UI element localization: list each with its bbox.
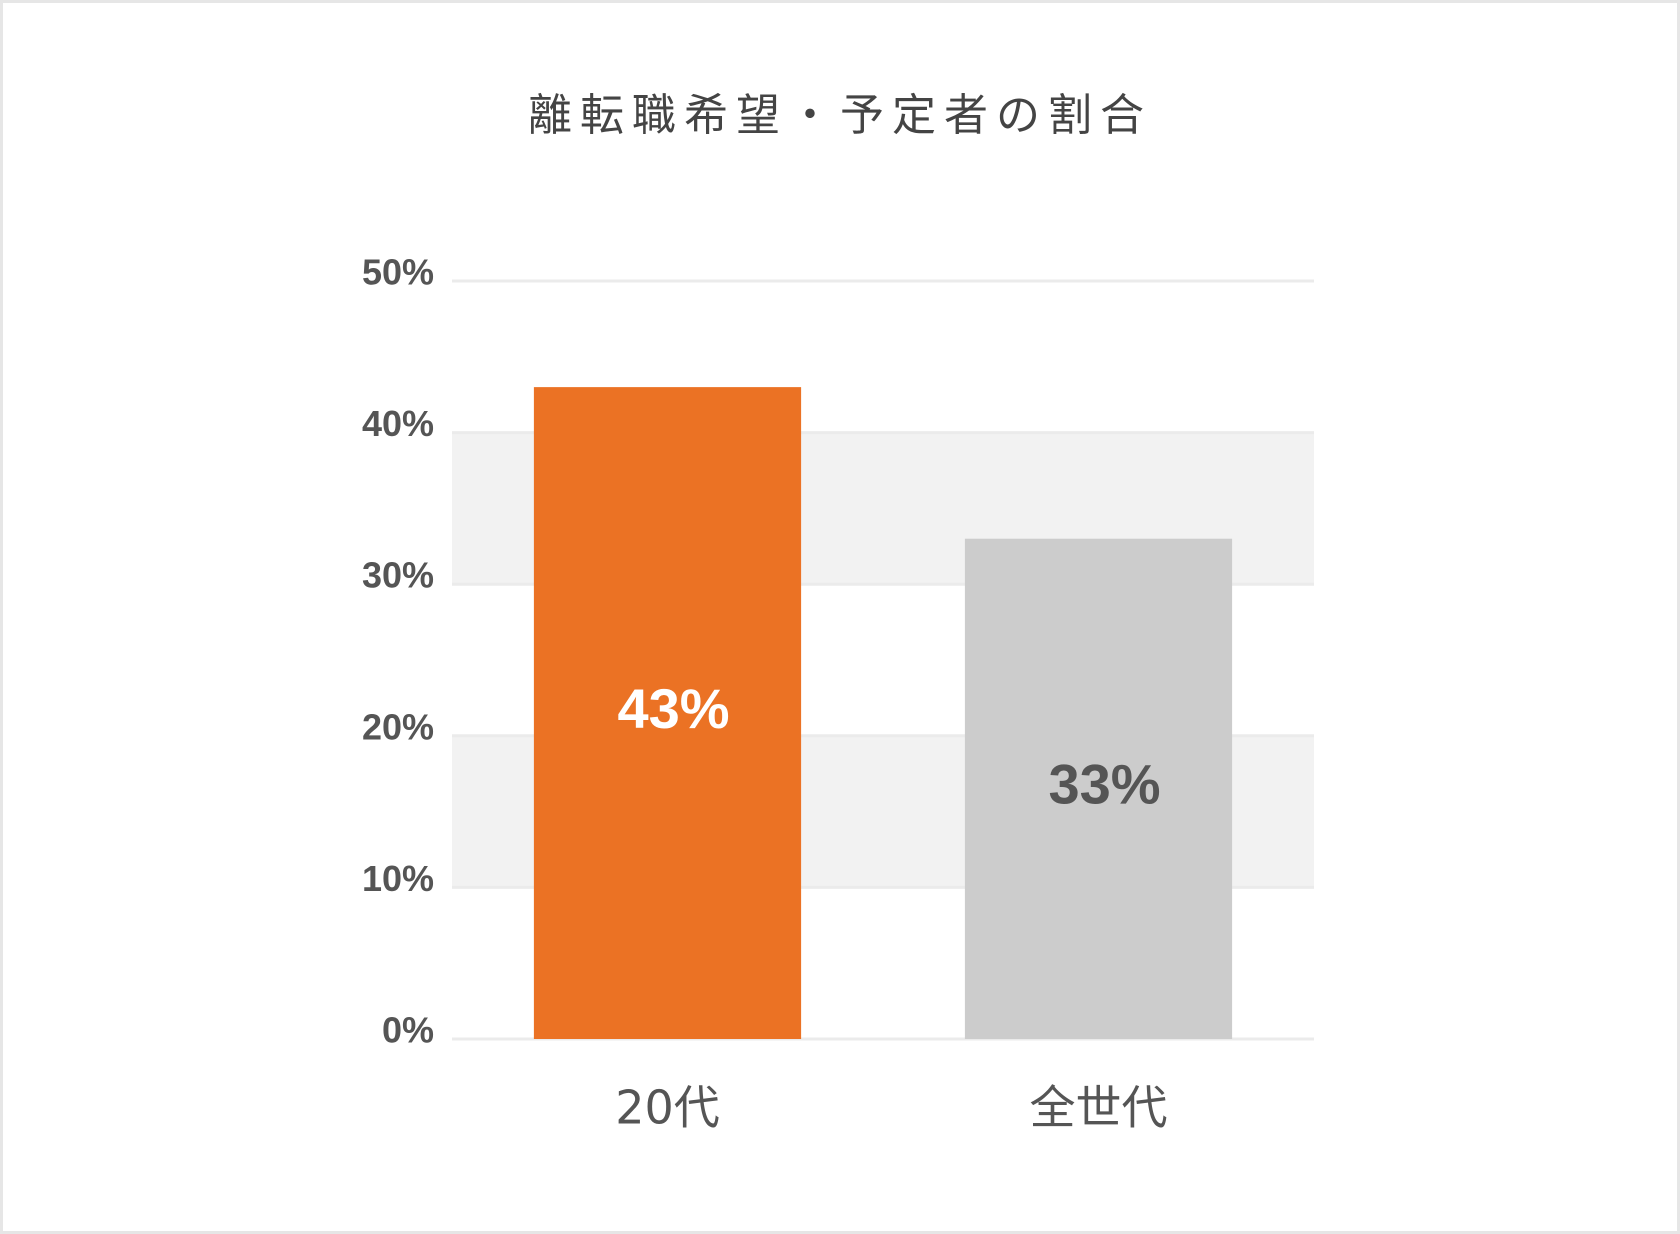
y-tick-label: 50% — [362, 252, 434, 293]
y-tick-label: 40% — [362, 403, 434, 444]
value-label: 43% — [617, 677, 729, 740]
y-tick-label: 20% — [362, 706, 434, 747]
x-tick-label: 20代 — [615, 1081, 720, 1135]
chart-title: 離転職希望・予定者の割合 — [528, 90, 1152, 141]
x-tick-label: 全世代 — [1030, 1081, 1168, 1135]
value-label: 33% — [1048, 753, 1160, 816]
y-tick-label: 0% — [382, 1010, 434, 1051]
bar — [964, 538, 1233, 1039]
y-tick-label: 30% — [362, 555, 434, 596]
bar — [533, 387, 802, 1039]
y-tick-label: 10% — [362, 858, 434, 899]
